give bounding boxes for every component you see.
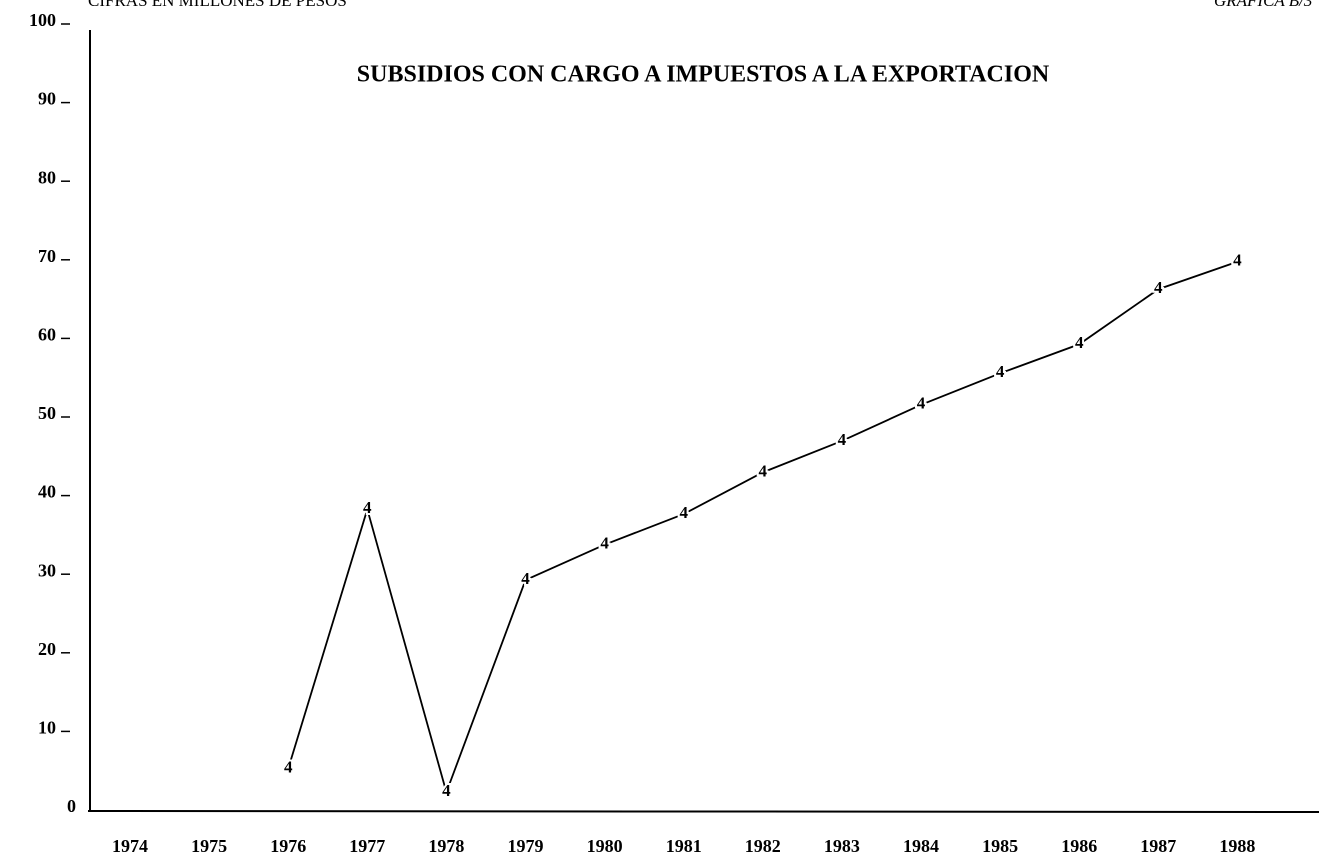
- y-tick-label: 0: [67, 796, 76, 816]
- point-marker: 4: [442, 781, 451, 800]
- x-tick-label: 1976: [270, 836, 306, 856]
- x-tick-label: 1985: [982, 836, 1018, 856]
- x-tick-label: 1980: [587, 836, 623, 856]
- y-tick-label: 90: [38, 89, 56, 109]
- x-tick-label: 1977: [349, 836, 385, 856]
- point-marker: 4: [838, 430, 847, 449]
- chart-id: GRAFICA B/3: [1214, 0, 1312, 10]
- x-tick-label: 1982: [745, 836, 781, 856]
- subtitle: CIFRAS EN MILLONES DE PESOS: [88, 0, 347, 10]
- x-tick-label: 1987: [1140, 836, 1176, 856]
- y-tick-label: 70: [38, 246, 56, 266]
- x-tick-label: 1981: [666, 836, 702, 856]
- x-tick-label: 1988: [1219, 836, 1255, 856]
- y-tick-label: 40: [38, 482, 56, 502]
- x-tick-label: 1974: [112, 836, 148, 856]
- x-tick-label: 1986: [1061, 836, 1097, 856]
- y-tick-label: 20: [38, 639, 56, 659]
- point-marker: 4: [600, 534, 609, 553]
- y-tick-label: 80: [38, 167, 56, 187]
- x-tick-label: 1984: [903, 836, 939, 856]
- x-axis: [87, 810, 1319, 813]
- point-marker: 4: [284, 758, 293, 777]
- x-tick-label: 1975: [191, 836, 227, 856]
- series-line: [287, 260, 1238, 796]
- y-tick-label: 100: [29, 10, 56, 30]
- y-tick-label: 50: [38, 403, 56, 423]
- x-tick-label: 1978: [428, 836, 464, 856]
- x-tick-label: 1979: [508, 836, 544, 856]
- point-marker: 4: [996, 362, 1005, 381]
- point-marker: 4: [679, 503, 688, 522]
- point-marker: 4: [1075, 333, 1084, 352]
- y-tick-label: 10: [38, 718, 56, 738]
- point-marker: 4: [1233, 251, 1242, 270]
- point-marker: 4: [917, 394, 926, 413]
- point-marker: 4: [759, 461, 768, 480]
- point-marker: 4: [363, 498, 372, 517]
- point-marker: 4: [1154, 278, 1163, 297]
- x-tick-label: 1983: [824, 836, 860, 856]
- y-tick-label: 60: [38, 325, 56, 345]
- point-marker: 4: [521, 569, 530, 588]
- y-tick-label: 30: [38, 560, 56, 580]
- chart-title: SUBSIDIOS CON CARGO A IMPUESTOS A LA EXP…: [357, 62, 1050, 88]
